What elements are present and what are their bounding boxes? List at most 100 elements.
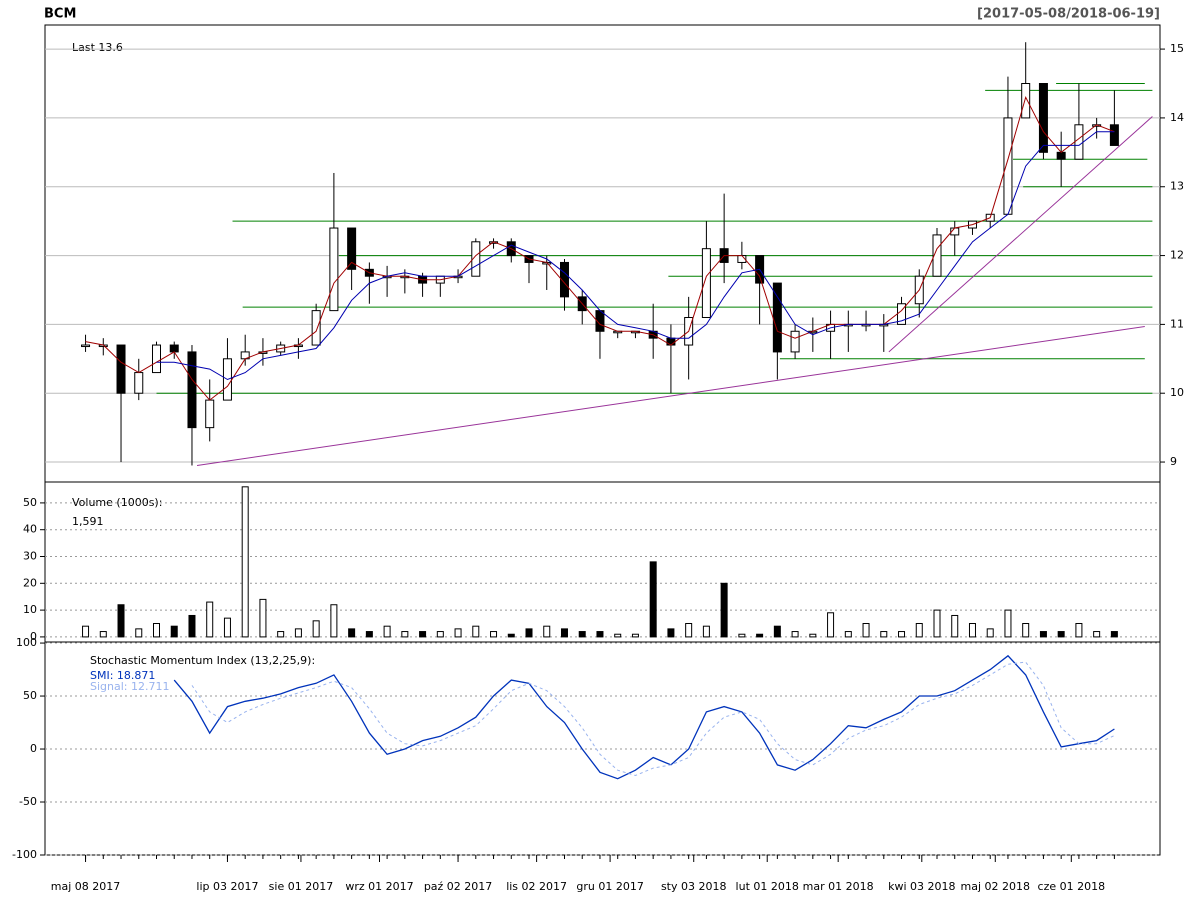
volume-bar — [898, 631, 906, 638]
volume-bar — [720, 582, 728, 638]
volume-bar — [490, 631, 498, 638]
x-tick-label: cze 01 2018 — [1038, 880, 1106, 893]
volume-bar — [365, 631, 373, 638]
volume-bar — [986, 628, 994, 638]
volume-bar — [827, 612, 835, 638]
volume-bar — [543, 625, 551, 638]
candle-body — [772, 282, 782, 353]
x-tick-label: sie 01 2017 — [269, 880, 334, 893]
y-tick-label: 40 — [23, 523, 37, 536]
volume-bar — [773, 625, 781, 638]
volume-bar — [809, 633, 817, 638]
volume-bar — [951, 614, 959, 638]
volume-bar — [844, 631, 852, 638]
legend-entry: SMI: 18.871 — [90, 669, 155, 682]
volume-bar — [525, 628, 533, 638]
y-tick-label: -100 — [12, 848, 37, 861]
volume-bar — [454, 628, 462, 638]
candle-body — [134, 372, 144, 394]
candle-body — [1056, 151, 1066, 160]
x-tick-label: lut 01 2018 — [736, 880, 799, 893]
volume-bar — [206, 601, 214, 638]
volume-bar — [756, 633, 764, 638]
volume-bar — [915, 623, 923, 638]
candle-body — [347, 227, 357, 270]
x-tick-label: wrz 01 2017 — [345, 880, 413, 893]
candle-body — [81, 344, 91, 348]
chart-title: BCM — [44, 7, 76, 22]
volume-bar — [1004, 609, 1012, 638]
volume-bar — [348, 628, 356, 638]
y-tick-label: 15 — [1170, 42, 1184, 55]
candle-body — [205, 399, 215, 429]
y-tick-label: 12 — [1170, 249, 1184, 262]
candle-body — [1109, 124, 1119, 146]
candle-body — [152, 344, 161, 374]
trendline — [196, 325, 1145, 466]
volume-bar — [294, 628, 302, 638]
y-tick-label: -50 — [19, 795, 37, 808]
y-tick-label: 50 — [23, 496, 37, 509]
candle-body — [559, 261, 569, 298]
candle-body — [187, 351, 197, 429]
volume-bar — [933, 609, 941, 638]
volume-bar — [667, 628, 675, 638]
last-price: Last 13.6 — [72, 41, 123, 54]
series-line — [173, 654, 1115, 780]
candle-body — [701, 248, 711, 319]
volume-bar — [631, 633, 639, 638]
volume-bar — [968, 623, 976, 638]
y-tick-label: 13 — [1170, 180, 1184, 193]
volume-bar — [507, 633, 515, 638]
series-line — [156, 131, 1115, 381]
volume-bar — [614, 633, 622, 638]
series-line — [191, 661, 1115, 777]
volume-bar — [99, 631, 107, 638]
volume-bar — [1075, 623, 1083, 638]
y-tick-label: 10 — [1170, 386, 1184, 399]
x-tick-label: lis 02 2017 — [506, 880, 567, 893]
volume-bar — [1110, 631, 1118, 638]
volume-bar — [82, 625, 90, 638]
volume-bar — [117, 604, 125, 638]
volume-bar — [862, 623, 870, 638]
candle-body — [169, 344, 179, 353]
y-tick-label: 11 — [1170, 317, 1184, 330]
volume-bar — [223, 617, 231, 638]
volume-bar — [560, 628, 568, 638]
volume-bar — [791, 631, 799, 638]
volume-bar — [1039, 631, 1047, 638]
volume-bar — [259, 598, 267, 638]
volume-bar — [578, 631, 586, 638]
y-tick-label: 20 — [23, 576, 37, 589]
candle-body — [1003, 117, 1013, 215]
x-tick-label: maj 02 2018 — [961, 880, 1031, 893]
y-tick-label: 9 — [1170, 455, 1177, 468]
volume-bar — [1022, 623, 1030, 638]
volume-bar — [153, 623, 160, 638]
volume-title: Volume (1000s): — [72, 496, 162, 509]
volume-last: 1,591 — [72, 515, 104, 528]
candle-body — [1074, 124, 1084, 160]
candle-body — [329, 227, 339, 312]
volume-bar — [880, 631, 888, 638]
volume-bar — [1057, 631, 1065, 638]
candle-body — [666, 337, 676, 346]
y-tick-label: 0 — [30, 742, 37, 755]
candle-body — [1038, 83, 1048, 153]
date-range: [2017-05-08/2018-06-19] — [977, 7, 1160, 22]
x-tick-label: sty 03 2018 — [661, 880, 727, 893]
candle-body — [790, 330, 800, 353]
volume-bar — [702, 625, 710, 638]
volume-bar — [419, 631, 427, 638]
candle-body — [311, 310, 321, 346]
series-line — [85, 95, 1115, 401]
volume-bar — [330, 604, 338, 638]
y-tick-label: 0 — [30, 630, 37, 643]
volume-bar — [383, 625, 391, 638]
volume-bar — [188, 614, 196, 638]
x-tick-label: lip 03 2017 — [196, 880, 258, 893]
volume-bar — [241, 486, 249, 638]
volume-bar — [649, 561, 657, 638]
